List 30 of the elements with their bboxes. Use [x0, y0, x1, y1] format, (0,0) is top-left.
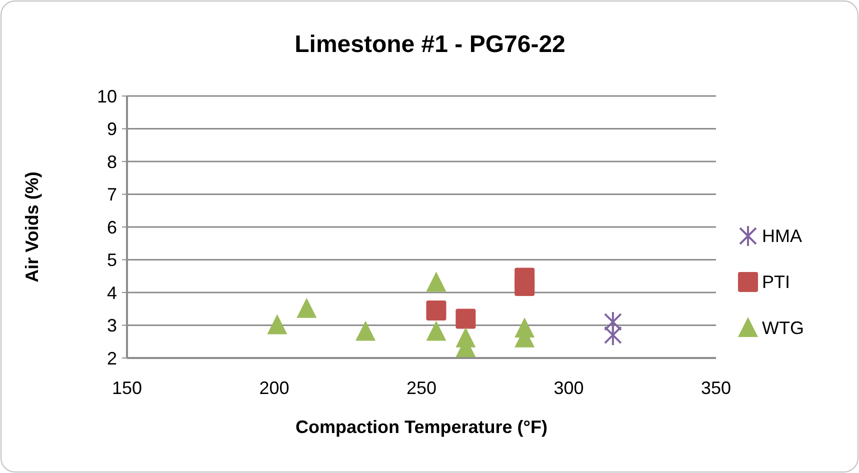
legend-label: PTI: [762, 272, 790, 292]
y-tick-label: 5: [106, 250, 117, 270]
x-tick-label: 250: [406, 378, 437, 398]
point: [267, 314, 288, 334]
x-tick-label: 350: [700, 378, 732, 398]
y-tick-label: 4: [106, 282, 117, 303]
y-axis-title: Air Voids (%): [22, 172, 42, 282]
point: [426, 300, 446, 321]
x-axis-title: Compaction Temperature (°F): [296, 417, 548, 437]
y-tick-label: 7: [106, 184, 117, 205]
point: [604, 310, 622, 333]
y-tick-label: 2: [106, 348, 117, 368]
x-tick-label: 200: [259, 378, 290, 398]
legend-label: HMA: [762, 226, 802, 246]
y-tick-label: 6: [106, 217, 117, 238]
chart-title: Limestone #1 - PG76-22: [294, 31, 566, 58]
y-tick-label: 10: [96, 86, 117, 106]
y-tick-label: 9: [106, 119, 117, 140]
x-tick-label: 150: [112, 378, 142, 398]
point: [296, 298, 317, 318]
y-tick-label: 8: [106, 152, 117, 172]
point: [514, 276, 535, 296]
point: [456, 308, 476, 329]
point: [604, 324, 622, 346]
point: [356, 320, 376, 341]
point: [426, 320, 446, 341]
x-tick-label: 300: [554, 378, 584, 398]
legend-label: WTG: [762, 318, 804, 338]
point: [426, 272, 446, 292]
y-tick-label: 3: [106, 316, 117, 336]
